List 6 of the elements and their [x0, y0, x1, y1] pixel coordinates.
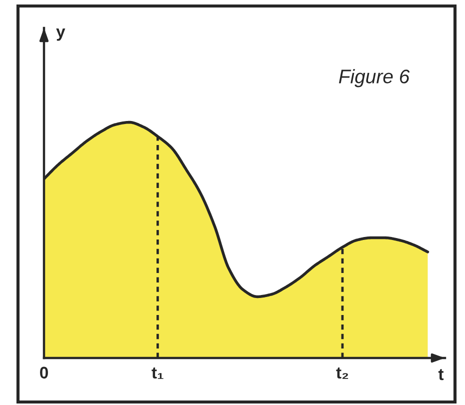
x-tick-label: t₂	[336, 368, 348, 379]
x-tick-label: 0	[40, 366, 48, 379]
chart-title: Figure 6	[338, 69, 410, 88]
y-axis-title: y	[56, 28, 66, 41]
x-tick-label: t₁	[152, 368, 164, 379]
x-axis-title: t	[438, 369, 444, 380]
